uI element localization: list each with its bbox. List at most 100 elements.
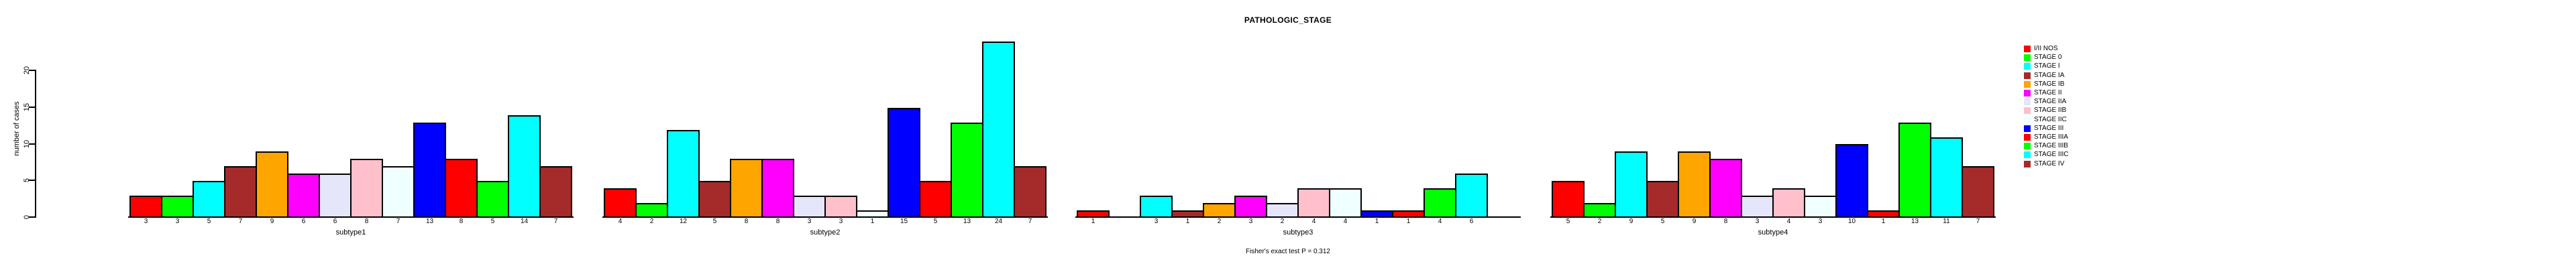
bar-value-label: 4 [1438,218,1442,225]
legend-label: STAGE IIA [2034,98,2067,105]
bar [1898,123,1931,218]
legend-label: STAGE IIB [2034,107,2067,114]
legend-swatch [2024,117,2031,123]
bar [1360,210,1393,218]
legend-label: STAGE I [2034,62,2060,70]
bar [1583,203,1616,218]
x-axis-label: subtype1 [335,228,366,237]
x-axis-label: subtype2 [810,228,841,237]
bar [1014,166,1046,218]
bar-value-label: 8 [364,218,369,225]
bar [1424,188,1456,218]
bar-value-label: 4 [1786,218,1791,225]
bar-value-label: 13 [1911,218,1919,225]
legend-label: STAGE 0 [2034,54,2062,61]
bar [1266,203,1299,218]
bar-value-label: 4 [1311,218,1316,225]
legend-item: STAGE IIIC [2024,151,2084,159]
chart-title: PATHOLOGIC_STAGE [1244,15,1332,25]
bar [193,181,225,218]
bar-value-label: 2 [1597,218,1602,225]
bar-value-label: 2 [649,218,654,225]
legend-swatch [2024,161,2031,168]
bar [1297,188,1330,218]
bar [1552,181,1585,218]
bar-value-label: 5 [1660,218,1665,225]
bar-value-label: 8 [1723,218,1728,225]
bar [161,196,194,218]
bar-value-label: 3 [807,218,812,225]
bar [1203,203,1236,218]
bar [667,130,700,218]
bar-value-label: 1 [1091,218,1095,225]
legend-item: STAGE IB [2024,80,2084,89]
bar-value-label: 7 [1028,218,1032,225]
x-axis-label: subtype4 [1758,228,1788,237]
bar [1709,159,1742,218]
bar-value-label: 1 [1375,218,1379,225]
bar [982,42,1015,218]
bar [1615,151,1648,218]
bar-value-label: 9 [1629,218,1633,225]
legend-item: STAGE I [2024,62,2084,71]
y-tick [29,216,35,218]
y-tick [29,143,35,145]
bar-value-label: 3 [839,218,843,225]
bar-value-label: 7 [238,218,243,225]
bar [1234,196,1267,218]
bar [604,188,637,218]
legend-item: STAGE IIC [2024,116,2084,125]
bar [413,123,446,218]
bar-value-label: 7 [396,218,400,225]
bar [1678,151,1711,218]
legend-item: STAGE IV [2024,160,2084,169]
bar-value-label: 2 [1217,218,1222,225]
legend-label: STAGE IIIC [2034,151,2069,158]
legend-label: STAGE IA [2034,72,2065,79]
bar-value-label: 7 [553,218,558,225]
bar-value-label: 5 [1566,218,1570,225]
y-tick-label: 0 [23,214,31,220]
legend-label: STAGE IB [2034,80,2065,88]
bar-value-label: 13 [425,218,434,225]
legend-swatch [2024,151,2031,158]
bar [1392,210,1425,218]
legend-swatch [2024,107,2031,114]
y-tick-label: 10 [23,139,31,148]
y-tick [29,106,35,108]
bar [824,196,857,218]
legend-item: STAGE IIIB [2024,142,2084,151]
legend-label: STAGE II [2034,89,2062,96]
bar [256,151,288,218]
bar-value-label: 6 [301,218,306,225]
bar-value-label: 2 [1280,218,1285,225]
bar-value-label: 14 [520,218,529,225]
bar [1171,210,1204,218]
legend-item: STAGE IA [2024,72,2084,80]
legend-label: STAGE IIC [2034,116,2067,123]
bar-value-label: 9 [270,218,274,225]
bar [476,181,509,218]
bar-value-label: 24 [994,218,1003,225]
legend-label: STAGE IIIB [2034,142,2068,149]
y-tick-label: 15 [23,103,31,111]
legend-label: STAGE IIIA [2034,133,2068,141]
bar [1772,188,1805,218]
bar-value-label: 6 [333,218,337,225]
bar-value-label: 6 [1469,218,1474,225]
legend-swatch [2024,54,2031,61]
legend-swatch [2024,90,2031,96]
legend-label: I/II NOS [2034,45,2058,52]
bar-value-label: 8 [775,218,780,225]
bar [856,210,889,218]
y-tick [29,180,35,182]
bar [539,166,572,218]
legend-item: STAGE 0 [2024,54,2084,62]
bar [1455,174,1488,218]
x-axis-label: subtype3 [1283,228,1313,237]
y-axis-title: number of cases [13,101,21,156]
bar-value-label: 15 [900,218,908,225]
y-tick-label: 5 [23,178,31,183]
bar [698,181,731,218]
